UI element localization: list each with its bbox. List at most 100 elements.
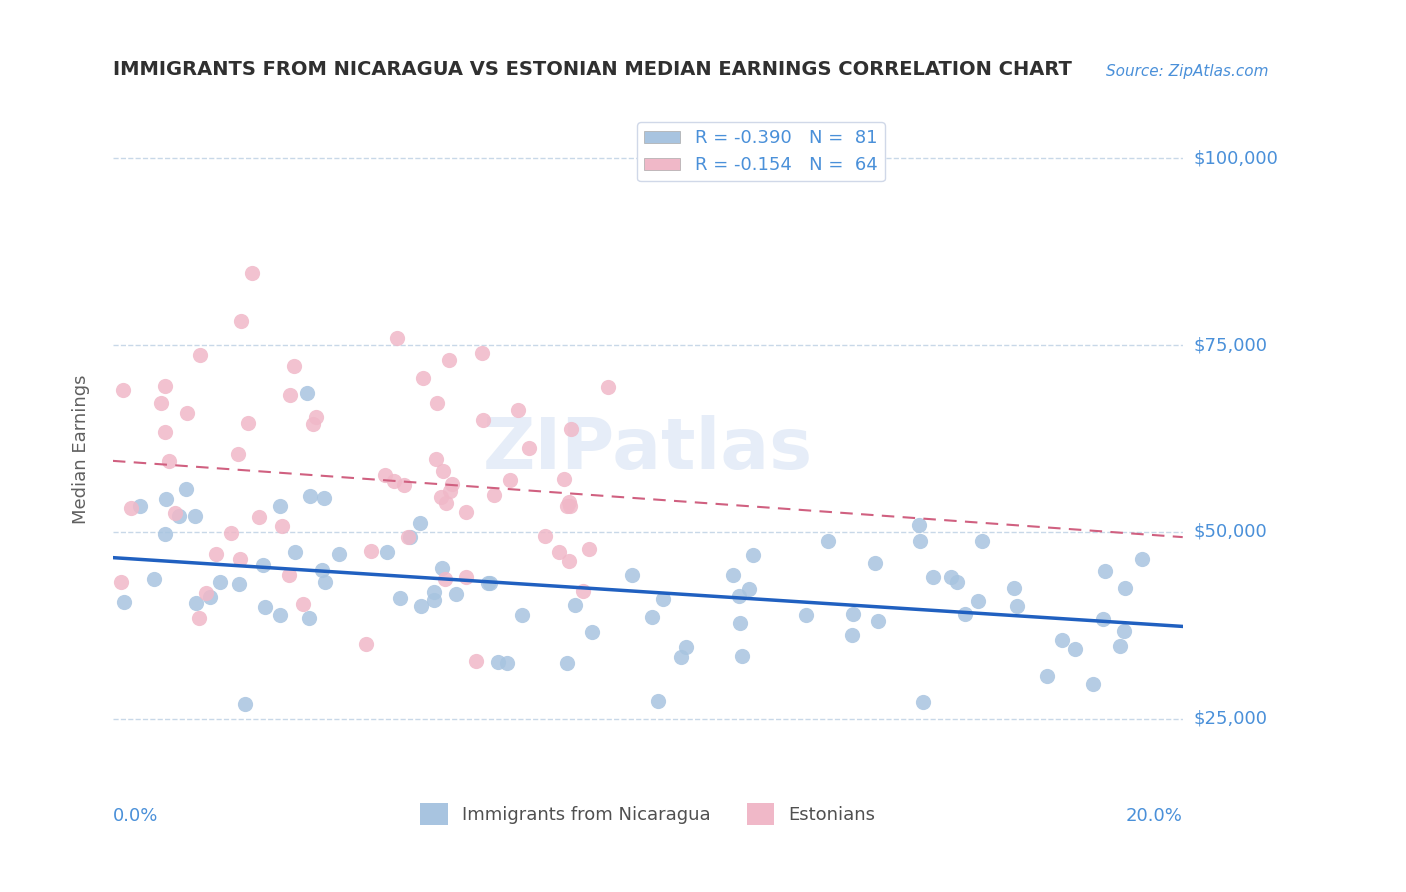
Point <box>432 463 454 477</box>
Point <box>155 491 177 506</box>
Point <box>167 509 190 524</box>
Point <box>967 594 990 608</box>
Point <box>572 584 595 599</box>
Point <box>534 528 557 542</box>
Point <box>396 530 419 544</box>
Text: $50,000: $50,000 <box>1194 523 1267 541</box>
Point <box>253 599 276 614</box>
Point <box>499 473 522 487</box>
Point <box>506 402 529 417</box>
Point <box>208 575 231 590</box>
Text: $25,000: $25,000 <box>1194 710 1267 728</box>
Point <box>553 473 575 487</box>
Point <box>269 499 291 513</box>
Point <box>149 396 172 410</box>
Point <box>388 591 411 606</box>
Text: $75,000: $75,000 <box>1194 336 1267 354</box>
Point <box>409 516 432 531</box>
Point <box>641 610 664 624</box>
Point <box>727 589 749 603</box>
Point <box>165 506 187 520</box>
Point <box>219 526 242 541</box>
Point <box>581 624 603 639</box>
Point <box>842 607 865 621</box>
Point <box>1002 581 1025 595</box>
Point <box>866 614 889 628</box>
Point <box>794 607 817 622</box>
Point <box>560 422 582 436</box>
Point <box>374 467 396 482</box>
Point <box>184 508 207 523</box>
Point <box>226 447 249 461</box>
Point <box>188 611 211 625</box>
Point <box>456 570 478 584</box>
Point <box>198 590 221 604</box>
Point <box>205 547 228 561</box>
Point <box>558 495 581 509</box>
Point <box>249 510 271 524</box>
Point <box>354 637 377 651</box>
Point <box>1132 551 1154 566</box>
Text: 20.0%: 20.0% <box>1126 807 1182 825</box>
Point <box>157 453 180 467</box>
Point <box>558 500 581 514</box>
Point <box>621 568 644 582</box>
Point <box>863 556 886 570</box>
Point <box>721 567 744 582</box>
Point <box>412 371 434 385</box>
Point <box>647 694 669 708</box>
Legend: Immigrants from Nicaragua, Estonians: Immigrants from Nicaragua, Estonians <box>413 796 883 832</box>
Point <box>1109 639 1132 653</box>
Point <box>240 266 263 280</box>
Point <box>120 500 142 515</box>
Text: ZIPatlas: ZIPatlas <box>482 415 813 484</box>
Text: IMMIGRANTS FROM NICARAGUA VS ESTONIAN MEDIAN EARNINGS CORRELATION CHART: IMMIGRANTS FROM NICARAGUA VS ESTONIAN ME… <box>112 60 1071 78</box>
Point <box>841 628 863 642</box>
Point <box>738 582 761 596</box>
Text: Median Earnings: Median Earnings <box>72 375 90 524</box>
Point <box>269 607 291 622</box>
Point <box>470 345 492 359</box>
Point <box>671 650 693 665</box>
Point <box>440 476 463 491</box>
Point <box>908 534 931 549</box>
Point <box>517 441 540 455</box>
Point <box>143 572 166 586</box>
Point <box>301 417 323 432</box>
Point <box>111 383 134 397</box>
Point <box>510 608 533 623</box>
Point <box>1050 633 1073 648</box>
Point <box>439 484 461 499</box>
Point <box>423 585 446 599</box>
Point <box>305 409 328 424</box>
Point <box>236 416 259 430</box>
Point <box>437 352 460 367</box>
Point <box>299 489 322 503</box>
Point <box>314 491 336 505</box>
Point <box>176 406 198 420</box>
Point <box>392 478 415 492</box>
Point <box>426 396 449 410</box>
Point <box>229 314 252 328</box>
Text: $100,000: $100,000 <box>1194 149 1278 168</box>
Point <box>651 591 673 606</box>
Point <box>194 586 217 600</box>
Point <box>153 379 176 393</box>
Point <box>110 574 132 589</box>
Point <box>328 547 350 561</box>
Point <box>423 592 446 607</box>
Point <box>564 598 586 612</box>
Point <box>297 611 319 625</box>
Point <box>465 655 488 669</box>
Point <box>742 548 765 562</box>
Point <box>155 425 177 439</box>
Point <box>252 558 274 573</box>
Point <box>314 574 336 589</box>
Point <box>292 597 315 611</box>
Point <box>1094 564 1116 578</box>
Point <box>283 359 305 373</box>
Point <box>382 474 405 488</box>
Point <box>939 569 962 583</box>
Point <box>433 572 456 586</box>
Point <box>578 541 600 556</box>
